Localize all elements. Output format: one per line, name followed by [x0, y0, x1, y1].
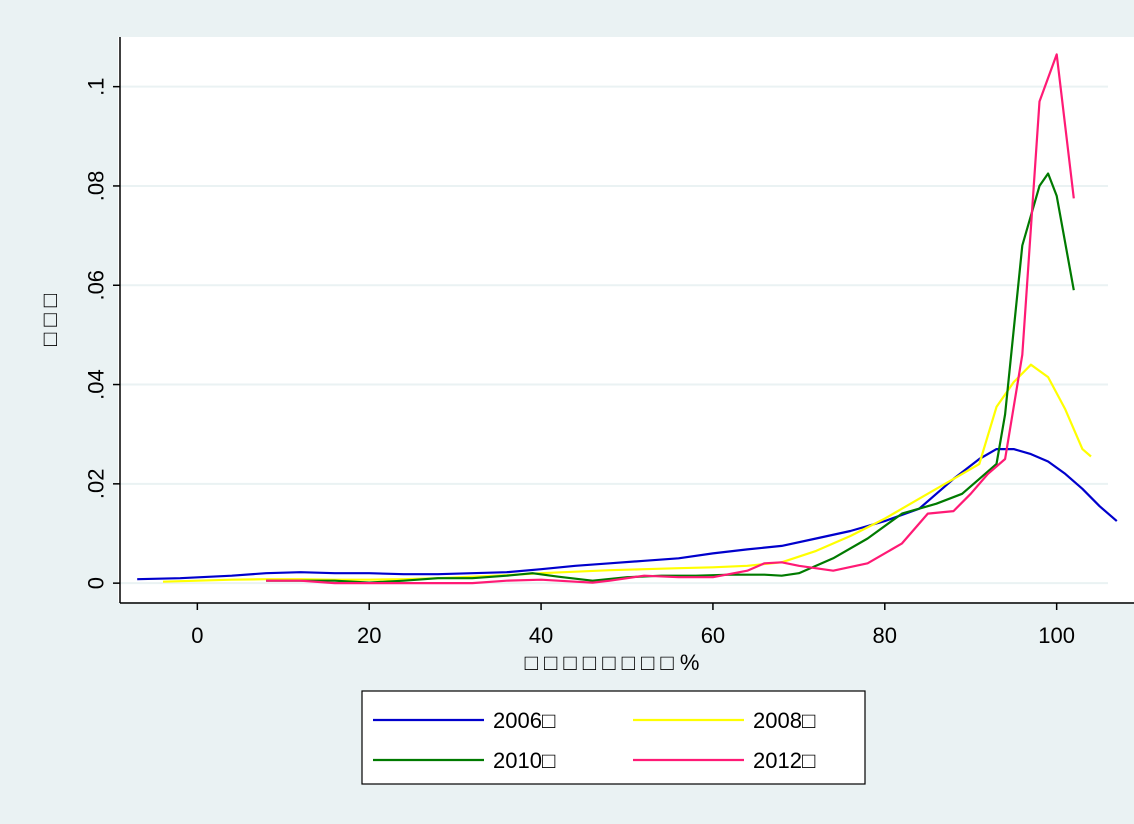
x-tick-label: 60	[701, 623, 725, 648]
legend-label: 2010□	[493, 748, 555, 773]
grid-lines	[120, 85, 1108, 585]
x-axis-title: □ □ □ □ □ □ □ □ %	[525, 650, 700, 675]
series-line-2	[266, 172, 1075, 584]
y-tick-label: .1	[84, 77, 109, 95]
y-tick-label: .06	[84, 270, 109, 301]
x-ticks: 0 20 40 60 80 100	[191, 603, 1075, 648]
y-tick-label: .08	[84, 171, 109, 202]
x-tick-label: 0	[191, 623, 203, 648]
y-ticks: 0 .02 .04 .06 .08 .1	[84, 77, 120, 589]
legend-label: 2012□	[753, 748, 815, 773]
y-tick-label: .02	[84, 469, 109, 500]
legend: 2006□ 2008□ 2010□ 2012□	[361, 690, 866, 785]
y-tick-label: 0	[84, 577, 109, 589]
series-lines	[137, 53, 1118, 585]
legend-box	[361, 690, 866, 785]
plot-area	[118, 37, 1134, 602]
legend-label: 2006□	[493, 708, 555, 733]
x-tick-label: 80	[873, 623, 897, 648]
axes	[119, 37, 1134, 604]
y-axis-title: □ □ □	[37, 294, 62, 346]
series-line-3	[266, 53, 1075, 585]
legend-label: 2008□	[753, 708, 815, 733]
series-line-0	[137, 448, 1118, 581]
x-tick-label: 100	[1038, 623, 1075, 648]
series-line-1	[162, 363, 1092, 583]
x-tick-label: 40	[529, 623, 553, 648]
x-tick-label: 20	[357, 623, 381, 648]
y-tick-label: .04	[84, 369, 109, 400]
